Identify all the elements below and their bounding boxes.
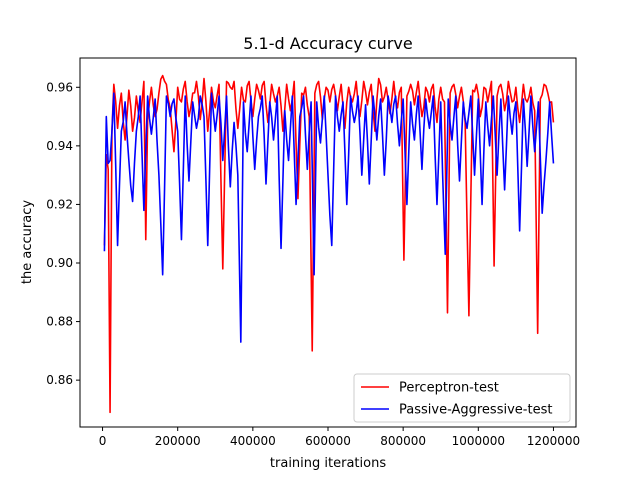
series-layer: [103, 74, 555, 414]
legend-label: Passive-Aggressive-test: [399, 403, 552, 418]
y-tick-label: 0.96: [46, 80, 73, 94]
x-tick-label: 600000: [305, 434, 351, 448]
y-tick-label: 0.86: [46, 373, 73, 387]
legend-box: [353, 373, 571, 423]
axes-layer: 0 200000 400000 600000 800000 1000000 1200000 0…: [46, 57, 580, 448]
y-tick-label: 0.90: [46, 256, 73, 270]
x-tick-label: 1200000: [527, 434, 580, 448]
series-line-passive-aggressive: [103, 92, 555, 343]
legend-label: Perceptron-test: [399, 381, 499, 396]
x-axis-label: training iterations: [270, 456, 386, 471]
x-tick-label: 800000: [380, 434, 426, 448]
series-line-perceptron: [103, 74, 555, 414]
y-tick-label: 0.88: [46, 315, 73, 329]
legend: Perceptron-test Passive-Aggressive-test: [353, 373, 571, 423]
chart-title: 5.1-d Accuracy curve: [243, 34, 412, 53]
x-tick-label: 200000: [155, 434, 201, 448]
x-tick-label: 0: [99, 434, 107, 448]
y-axis-label: the accuracy: [20, 200, 35, 284]
x-tick-label: 1000000: [452, 434, 505, 448]
y-tick-label: 0.94: [46, 139, 73, 153]
x-tick-label: 400000: [230, 434, 276, 448]
y-tick-label: 0.92: [46, 197, 73, 211]
